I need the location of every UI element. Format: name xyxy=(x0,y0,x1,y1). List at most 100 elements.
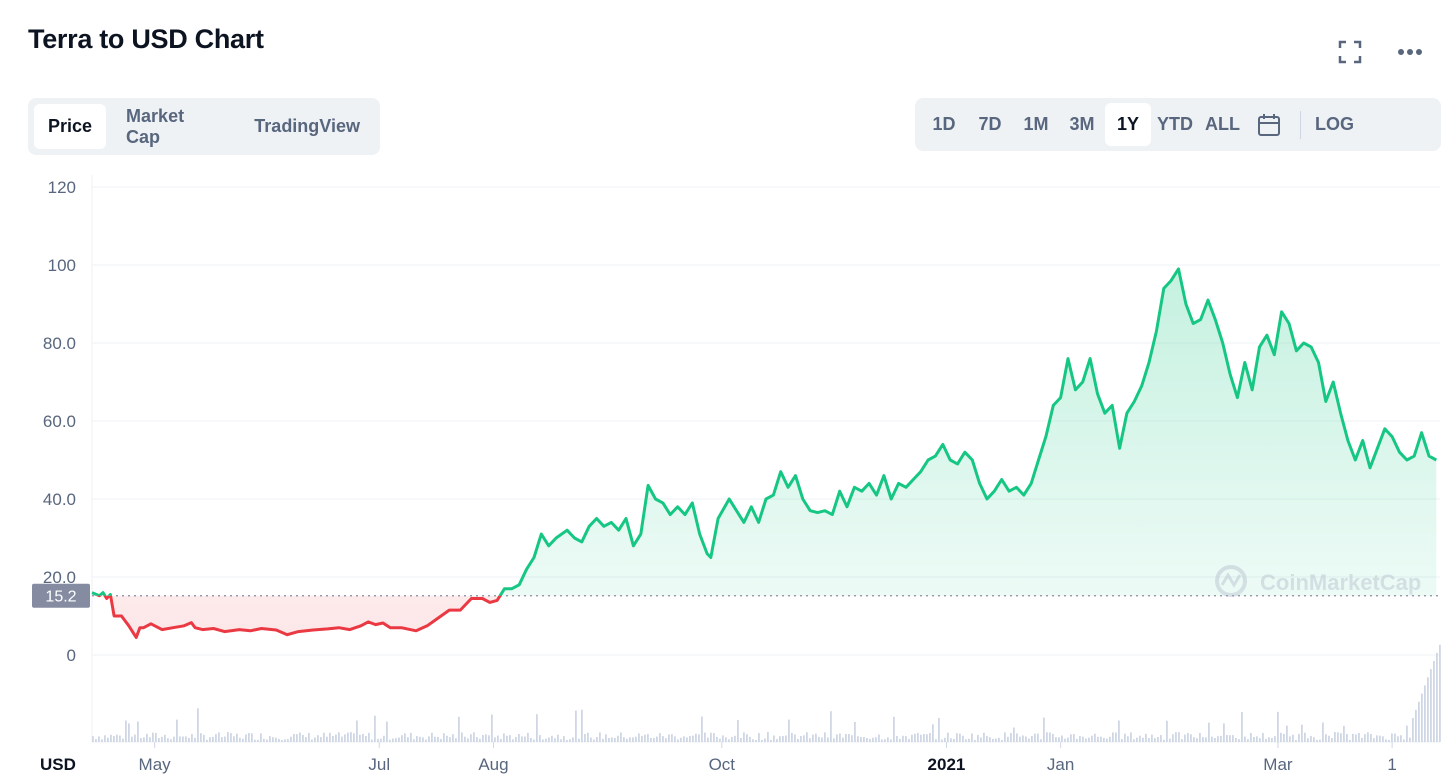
volume-bar xyxy=(983,732,985,742)
volume-bar xyxy=(902,735,904,742)
volume-bar xyxy=(893,716,895,742)
volume-bar xyxy=(851,735,853,742)
volume-bar xyxy=(662,736,664,742)
volume-bar xyxy=(998,737,1000,742)
volume-bar xyxy=(1289,736,1291,742)
volume-bar xyxy=(335,734,337,742)
volume-bar xyxy=(872,737,874,742)
volume-bar xyxy=(842,737,844,742)
volume-bar xyxy=(1283,733,1285,742)
volume-bar xyxy=(1295,739,1297,742)
volume-bar xyxy=(1187,732,1189,742)
volume-bar xyxy=(1004,732,1006,742)
volume-bar xyxy=(1019,736,1021,742)
volume-bar xyxy=(764,738,766,742)
volume-bar xyxy=(689,736,691,742)
volume-bar xyxy=(410,732,412,742)
volume-bar xyxy=(1202,737,1204,742)
volume-bar xyxy=(749,736,751,742)
volume-bar xyxy=(419,736,421,742)
volume-bar xyxy=(818,736,820,742)
volume-bar xyxy=(221,737,223,742)
volume-bar xyxy=(155,732,157,742)
volume-bar xyxy=(806,732,808,742)
volume-bar xyxy=(890,739,892,742)
range-1d[interactable]: 1D xyxy=(932,114,956,134)
range-7d[interactable]: 7D xyxy=(978,114,1002,134)
tab-tradingview[interactable]: TradingView xyxy=(254,116,360,136)
volume-bar xyxy=(962,735,964,742)
volume-bar xyxy=(704,732,706,742)
volume-bar xyxy=(1199,733,1201,742)
volume-bar xyxy=(1250,733,1252,742)
volume-bar xyxy=(800,735,802,742)
volume-bar xyxy=(866,738,868,742)
volume-bar xyxy=(1040,739,1042,742)
volume-bar xyxy=(437,736,439,742)
volume-bar xyxy=(308,732,310,742)
volume-bar xyxy=(578,738,580,742)
volume-bar xyxy=(953,738,955,742)
volume-bar xyxy=(1361,737,1363,742)
volume-bar xyxy=(161,736,163,742)
range-1m[interactable]: 1M xyxy=(1023,114,1049,134)
volume-bar xyxy=(881,739,883,742)
volume-bar xyxy=(1076,738,1078,742)
volume-bar xyxy=(620,732,622,742)
volume-bar xyxy=(1046,732,1048,742)
volume-bar xyxy=(1139,735,1141,742)
volume-bar xyxy=(386,721,388,742)
volume-bar xyxy=(1436,652,1438,742)
volume-bar xyxy=(257,739,259,742)
volume-bar xyxy=(1094,733,1096,742)
volume-bar xyxy=(740,738,742,742)
volume-bar xyxy=(1310,735,1312,742)
volume-bar xyxy=(905,736,907,742)
volume-bar xyxy=(731,736,733,742)
volume-bar xyxy=(1379,735,1381,742)
fullscreen-icon[interactable] xyxy=(1334,36,1366,68)
volume-bar xyxy=(1064,738,1066,742)
volume-bar xyxy=(716,736,718,742)
volume-bar xyxy=(1007,736,1009,742)
volume-bar xyxy=(467,738,469,742)
volume-bar xyxy=(137,721,139,742)
volume-bar xyxy=(476,737,478,742)
calendar-icon[interactable] xyxy=(1246,103,1292,146)
volume-bar xyxy=(602,738,604,742)
volume-bar xyxy=(743,732,745,742)
range-all[interactable]: ALL xyxy=(1205,114,1240,134)
price-line-down xyxy=(95,595,502,639)
log-scale-toggle[interactable]: LOG xyxy=(1315,114,1354,134)
volume-bar xyxy=(1148,738,1150,742)
volume-bar xyxy=(197,708,199,742)
tab-price[interactable]: Price xyxy=(34,104,107,149)
area-fill-below-baseline xyxy=(92,595,1437,638)
volume-bar xyxy=(1016,733,1018,742)
volume-bar xyxy=(1427,677,1429,742)
volume-bar xyxy=(542,739,544,742)
volume-bar xyxy=(1106,738,1108,742)
volume-bar xyxy=(1211,736,1213,742)
range-ytd[interactable]: YTD xyxy=(1157,114,1193,134)
volume-bar xyxy=(659,733,661,742)
volume-bar xyxy=(761,739,763,742)
more-horizontal-icon[interactable] xyxy=(1394,36,1426,68)
volume-bar xyxy=(1388,739,1390,742)
volume-bar xyxy=(1112,732,1114,742)
volume-bar xyxy=(254,739,256,742)
volume-bar xyxy=(587,732,589,742)
volume-bar xyxy=(1151,734,1153,742)
volume-bar xyxy=(830,711,832,742)
volume-bar xyxy=(848,734,850,742)
volume-bar xyxy=(572,737,574,742)
volume-bar xyxy=(1331,737,1333,742)
range-3m[interactable]: 3M xyxy=(1069,114,1095,134)
tab-market-cap[interactable]: Market Cap xyxy=(126,105,185,147)
volume-bar xyxy=(1142,737,1144,742)
volume-bar xyxy=(209,737,211,742)
range-1y[interactable]: 1Y xyxy=(1105,103,1151,146)
volume-bar xyxy=(1184,734,1186,742)
volume-bar xyxy=(1145,733,1147,742)
volume-bar xyxy=(281,739,283,742)
